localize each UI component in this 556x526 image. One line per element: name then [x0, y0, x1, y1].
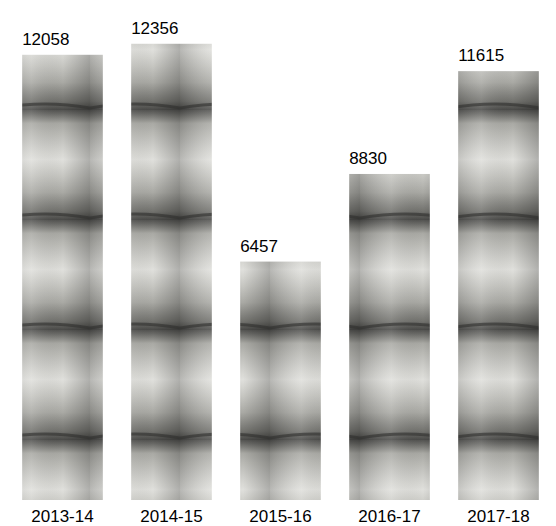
data-label: 12058 [22, 30, 69, 49]
data-label: 8830 [349, 149, 387, 168]
data-label: 6457 [240, 237, 278, 256]
category-label: 2013-14 [31, 507, 93, 526]
bar [22, 55, 103, 500]
category-label: 2017-18 [467, 507, 529, 526]
bar [240, 262, 321, 500]
category-label: 2014-15 [140, 507, 202, 526]
category-label: 2016-17 [358, 507, 420, 526]
category-label: 2015-16 [249, 507, 311, 526]
bar [458, 71, 539, 500]
data-label: 11615 [458, 46, 504, 65]
chart-container: 12058 2013-14 12356 2014-15 6457 2015-16 8830 2… [0, 0, 556, 526]
bars [22, 44, 539, 500]
data-label: 12356 [131, 19, 178, 38]
chart-svg: 12058 2013-14 12356 2014-15 6457 2015-16 8830 2… [0, 0, 556, 526]
bar [349, 174, 430, 500]
labels: 12058 2013-14 12356 2014-15 6457 2015-16 8830 2… [22, 19, 530, 526]
bar [131, 44, 212, 500]
